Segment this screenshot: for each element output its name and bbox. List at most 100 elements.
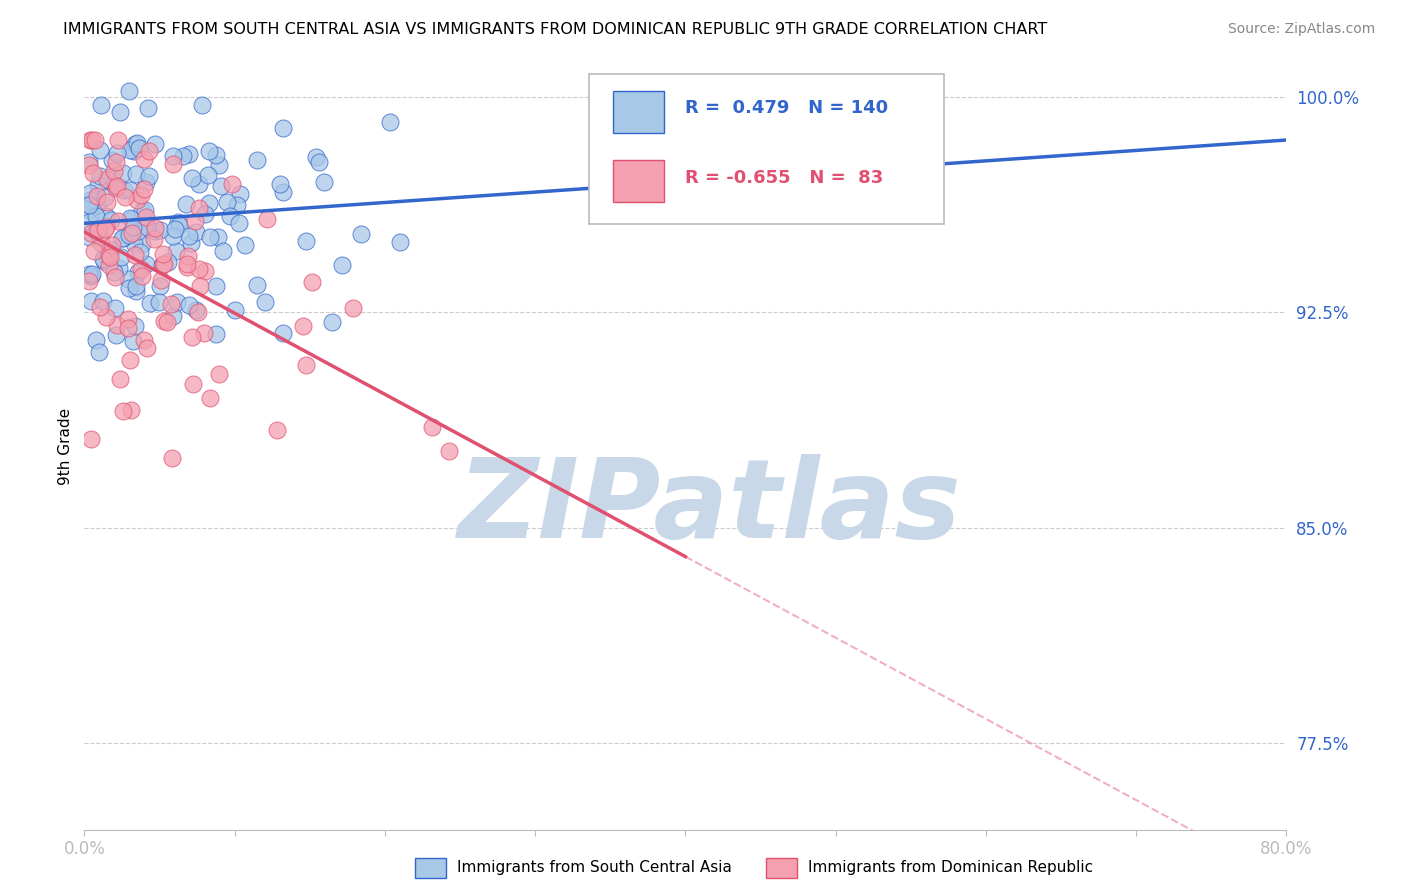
Point (77, 197, 100, 211)
Point (83, 244, 105, 259)
Point (194, 207, 217, 221)
Point (207, 230, 229, 244)
Text: Immigrants from Dominican Republic: Immigrants from Dominican Republic (808, 861, 1094, 875)
Point (294, 358, 316, 372)
Point (266, 423, 288, 437)
Point (159, 297, 181, 311)
Point (118, 183, 141, 197)
Point (388, 235, 411, 250)
Point (321, 315, 343, 329)
Point (420, 420, 443, 434)
Point (111, 404, 134, 418)
Point (437, 444, 460, 458)
Point (233, 238, 256, 252)
Point (117, 312, 139, 326)
Point (342, 301, 364, 315)
Point (125, 284, 148, 298)
Point (177, 229, 200, 244)
Point (79, 186, 101, 200)
Point (98, 250, 121, 264)
Point (183, 214, 205, 228)
Point (152, 257, 174, 271)
Text: Source: ZipAtlas.com: Source: ZipAtlas.com (1227, 22, 1375, 37)
Point (221, 177, 243, 191)
Point (138, 144, 160, 158)
Point (120, 143, 142, 157)
Point (166, 294, 188, 309)
Point (176, 260, 198, 275)
Point (80, 133, 103, 147)
Point (117, 320, 139, 334)
Point (330, 258, 353, 272)
Point (110, 250, 132, 264)
Point (108, 261, 131, 276)
Point (135, 175, 157, 189)
Point (84, 210, 107, 224)
Point (100, 170, 122, 185)
Point (176, 197, 198, 211)
Point (136, 102, 159, 116)
Point (112, 183, 135, 197)
Point (271, 326, 294, 340)
Point (125, 193, 148, 207)
Point (291, 318, 314, 333)
Point (188, 279, 211, 293)
Point (162, 229, 184, 244)
Point (94, 247, 117, 261)
Point (104, 301, 127, 315)
Point (179, 298, 201, 312)
Point (103, 164, 125, 178)
Point (98, 248, 121, 262)
Point (89, 300, 111, 314)
Point (188, 201, 211, 215)
Point (118, 281, 141, 295)
Point (111, 231, 134, 245)
Point (143, 220, 166, 235)
Point (84, 333, 107, 347)
Point (82, 166, 104, 180)
Point (143, 231, 166, 245)
Point (163, 221, 186, 235)
Point (246, 278, 269, 293)
Point (129, 187, 152, 202)
Point (301, 275, 323, 289)
Point (177, 249, 200, 263)
FancyBboxPatch shape (613, 160, 664, 202)
Point (162, 149, 184, 163)
Point (205, 148, 228, 162)
Point (135, 257, 157, 271)
Point (132, 152, 155, 166)
Point (208, 158, 231, 172)
Point (77, 230, 100, 244)
Point (131, 204, 153, 219)
Point (84, 192, 107, 206)
Point (127, 136, 149, 150)
Point (93, 221, 115, 235)
Point (122, 235, 145, 250)
Point (194, 264, 217, 278)
Point (93, 254, 115, 268)
Point (96, 310, 118, 324)
Point (128, 140, 150, 154)
Point (127, 265, 149, 279)
Point (180, 236, 202, 251)
Point (186, 225, 208, 239)
Point (79, 226, 101, 240)
Point (105, 145, 128, 160)
Point (143, 224, 166, 238)
Point (179, 147, 201, 161)
Point (256, 212, 278, 227)
Point (207, 368, 229, 382)
Point (150, 273, 173, 287)
Point (107, 133, 129, 147)
Point (198, 391, 221, 405)
Point (96, 172, 118, 186)
Point (89, 229, 111, 244)
Point (224, 303, 246, 318)
Point (121, 226, 143, 240)
Point (162, 309, 184, 323)
Point (271, 185, 294, 199)
Point (308, 154, 330, 169)
Point (187, 305, 209, 319)
Point (134, 182, 156, 196)
